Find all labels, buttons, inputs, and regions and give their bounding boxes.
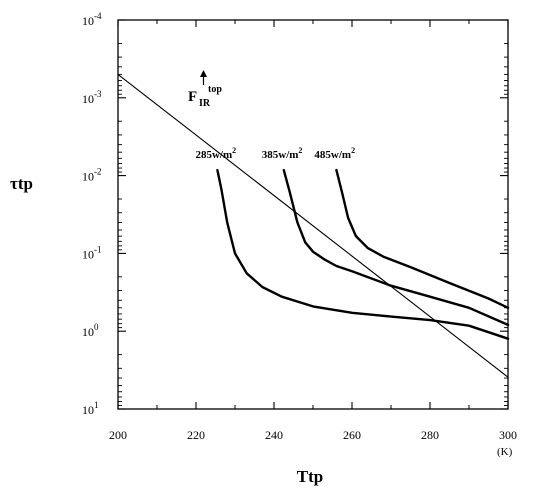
series-label: 485w/m2 [314,146,355,161]
series-line-385wm [282,168,510,327]
x-tick-label: 220 [187,428,205,442]
ticks-layer [117,19,509,410]
y-tick-exponent: -3 [94,89,102,99]
plot-frame [117,19,509,410]
y-tick-exponent: -4 [94,11,102,21]
x-tick-label: 260 [343,428,361,442]
x-tick-label: 280 [421,428,439,442]
legend-title-base: F [188,89,197,105]
y-axis-title: τtp [10,174,33,193]
x-tick-label: 240 [265,428,283,442]
y-tick-label: 10-4 [82,11,102,28]
y-tick-exponent: 1 [94,400,99,410]
series-line-485wm [335,168,510,309]
y-tick-label: 10-2 [82,167,102,184]
x-tick-label: 200 [109,428,127,442]
legend-title-subscript: IR [199,98,211,109]
series-label-superscript: 2 [351,146,355,155]
upward-arrowhead-icon [200,70,207,77]
series-label: 285w/m2 [195,146,236,161]
y-tick-exponent: -1 [94,244,102,254]
series-label-superscript: 2 [232,146,236,155]
legend-title-superscript: top [208,84,222,95]
y-tick-label: 10-3 [82,89,102,106]
x-axis-unit: (K) [497,446,513,458]
series-line-reference [117,73,509,378]
series-line-285wm [216,168,510,340]
y-tick-exponent: -2 [94,167,102,177]
series-label-superscript: 2 [298,146,302,155]
y-tick-label: 10-1 [82,244,102,261]
y-tick-exponent: 0 [94,322,99,332]
series-label: 385w/m2 [262,146,303,161]
legend-title: F IR top [188,70,222,109]
y-tick-label: 100 [82,322,99,339]
series-layer [117,73,510,378]
x-tick-label: 300 [499,428,517,442]
x-axis-title: Ttp [297,467,323,486]
y-tick-label: 101 [82,400,99,417]
